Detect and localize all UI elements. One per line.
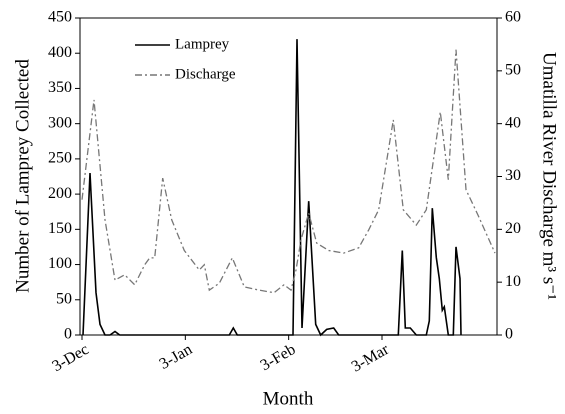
y2-tick-label: 60 bbox=[505, 9, 521, 26]
y-tick-label: 450 bbox=[48, 9, 72, 26]
y-tick-label: 400 bbox=[48, 44, 72, 61]
y-axis-label: Number of Lamprey Collected bbox=[12, 59, 33, 293]
y2-tick-label: 20 bbox=[505, 220, 521, 237]
series-line bbox=[82, 39, 462, 337]
y2-tick-label: 10 bbox=[505, 273, 521, 290]
y2-tick-label: 30 bbox=[505, 167, 521, 184]
y-tick-label: 250 bbox=[48, 150, 72, 167]
x-tick-label: 3-Feb bbox=[258, 341, 299, 374]
legend-label: Lamprey bbox=[175, 36, 230, 52]
x-axis-label: Month bbox=[263, 388, 314, 409]
y2-axis-label: Umatilla River Discharge m³ s⁻¹ bbox=[539, 52, 560, 300]
series-line bbox=[81, 49, 496, 294]
y2-tick-label: 50 bbox=[505, 62, 521, 79]
x-tick-label: 3-Jan bbox=[157, 341, 196, 373]
y2-tick-label: 0 bbox=[505, 326, 513, 343]
y2-tick-label: 40 bbox=[505, 114, 521, 131]
y-tick-label: 50 bbox=[56, 290, 72, 307]
y-tick-label: 300 bbox=[48, 114, 72, 131]
legend-label: Discharge bbox=[175, 66, 236, 82]
y-tick-label: 100 bbox=[48, 255, 72, 272]
y-tick-label: 150 bbox=[48, 220, 72, 237]
y-tick-label: 200 bbox=[48, 185, 72, 202]
y-tick-label: 0 bbox=[64, 326, 72, 343]
x-tick-label: 3-Dec bbox=[49, 341, 91, 375]
x-tick-label: 3-Mar bbox=[349, 341, 393, 376]
y-tick-label: 350 bbox=[48, 79, 72, 96]
